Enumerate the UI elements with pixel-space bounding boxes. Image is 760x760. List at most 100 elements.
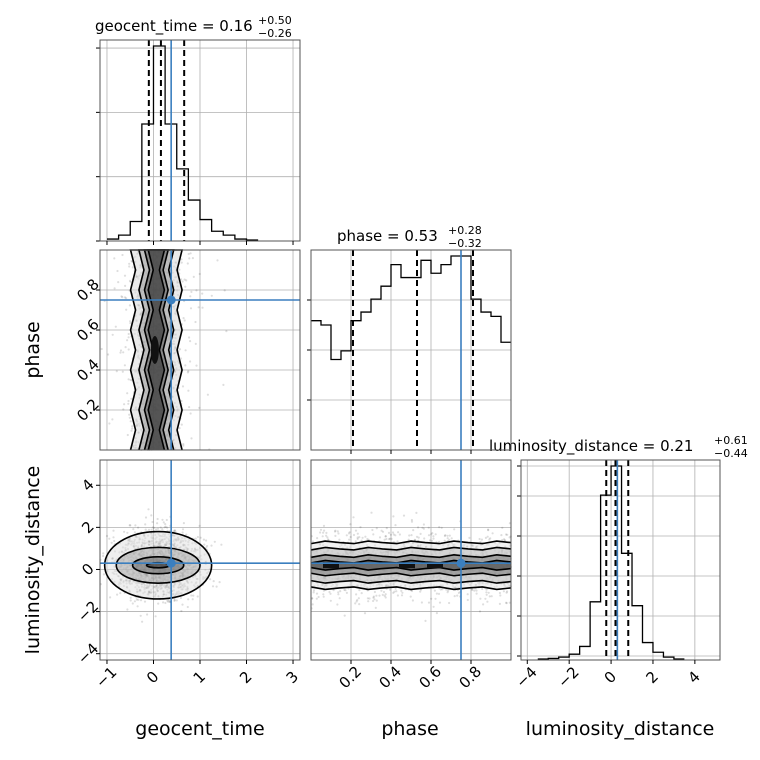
panel-geocent-time-vs-luminosity-distance-sample-point xyxy=(205,539,208,542)
panel-geocent-time-vs-luminosity-distance-sample-point xyxy=(109,596,112,599)
panel-phase-vs-luminosity-distance-sample-point xyxy=(355,593,358,596)
panel-phase-vs-luminosity-distance-sample-point xyxy=(344,589,347,592)
panel-phase-vs-luminosity-distance-sample-point xyxy=(415,535,419,538)
panel-phase-vs-luminosity-distance-sample-point xyxy=(443,534,446,538)
panel-geocent-time-vs-luminosity-distance-sample-point xyxy=(133,600,136,603)
panel-geocent-time-vs-luminosity-distance-contour xyxy=(131,556,185,575)
panel-geocent-time-vs-luminosity-distance-sample-point xyxy=(126,608,129,611)
panel-phase-vs-luminosity-distance-sample-point xyxy=(398,533,401,536)
panel-geocent-time-vs-phase-sample-point xyxy=(206,393,209,396)
panel-phase-vs-luminosity-distance-sample-point xyxy=(311,540,314,543)
panel-phase-vs-luminosity-distance-sample-point xyxy=(378,536,382,539)
panel-phase-vs-luminosity-distance-sample-point xyxy=(430,597,433,600)
panel-geocent-time-vs-phase-sample-point xyxy=(186,371,189,374)
panel-phase-vs-luminosity-distance-sample-point xyxy=(329,592,332,595)
panel-geocent-time-vs-luminosity-distance-injection-point xyxy=(166,558,176,568)
panel-phase-vs-luminosity-distance-sample-point xyxy=(383,594,386,598)
panel-geocent-time-vs-phase-sample-point xyxy=(114,325,117,328)
panel-geocent-time-vs-luminosity-distance-sample-point xyxy=(137,598,140,601)
panel-phase-vs-luminosity-distance-sample-point xyxy=(486,600,489,603)
panel-phase-vs-luminosity-distance-sample-point xyxy=(430,533,433,536)
panel-phase-vs-luminosity-distance-sample-point xyxy=(372,596,375,599)
panel-geocent-time-vs-luminosity-distance-sample-point xyxy=(167,600,170,603)
panel-phase-vs-luminosity-distance-sample-point xyxy=(312,591,315,594)
panel-geocent-time-vs-luminosity-distance-sample-point xyxy=(186,605,189,609)
panel-geocent-time-vs-luminosity-distance-sample-point xyxy=(162,601,165,604)
panel-phase-vs-luminosity-distance-sample-point xyxy=(438,526,441,529)
panel-geocent-time-vs-phase-sample-point xyxy=(201,306,204,309)
panel-geocent-time-vs-phase-sample-point xyxy=(116,269,119,273)
panel-phase-vs-luminosity-distance-sample-point xyxy=(402,514,406,517)
panel-geocent-time-vs-phase-sample-point xyxy=(182,443,185,446)
panel-phase-vs-luminosity-distance-sample-point xyxy=(504,539,507,542)
panel-phase-vs-luminosity-distance-sample-point xyxy=(506,590,509,593)
title-geocent-time-plus: +0.50 xyxy=(258,14,292,27)
panel-phase-vs-luminosity-distance-sample-point xyxy=(364,535,367,538)
panel-phase-vs-luminosity-distance-sample-point xyxy=(337,593,340,596)
panel-geocent-time-vs-phase-sample-point xyxy=(123,274,127,277)
panel-phase-vs-luminosity-distance-sample-point xyxy=(427,534,431,537)
title-phase: phase = 0.53 xyxy=(337,227,438,245)
panel-phase-vs-luminosity-distance-sample-point xyxy=(431,532,434,535)
panel-geocent-time-vs-phase-sample-point xyxy=(131,425,134,428)
panel-phase-vs-luminosity-distance-sample-point xyxy=(488,538,491,541)
panel-geocent-time-vs-luminosity-distance-sample-point xyxy=(211,585,215,588)
panel-geocent-time-vs-phase-sample-point xyxy=(183,319,186,322)
panel-geocent-time-vs-luminosity-distance-sample-point xyxy=(173,529,176,533)
panel-geocent-time-vs-luminosity-distance-sample-point xyxy=(157,602,160,605)
panel-geocent-time-vs-phase-sample-point xyxy=(120,295,123,298)
panel-geocent-time-vs-luminosity-distance-sample-point xyxy=(136,605,139,608)
panel-geocent-time-vs-luminosity-distance-sample-point xyxy=(141,620,144,623)
panel-phase-vs-luminosity-distance-sample-point xyxy=(329,599,332,602)
panel-phase-vs-luminosity-distance-sample-point xyxy=(419,590,422,593)
panel-phase-vs-luminosity-distance-sample-point xyxy=(400,589,403,593)
panel-phase-vs-luminosity-distance-sample-point xyxy=(311,603,314,606)
panel-phase-vs-luminosity-distance-sample-point xyxy=(401,591,404,594)
panel-geocent-time-vs-phase-sample-point xyxy=(180,258,183,261)
panel-phase-vs-luminosity-distance-sample-point xyxy=(423,537,426,540)
panel-geocent-time-vs-phase-sample-point xyxy=(180,278,183,281)
panel-phase-vs-luminosity-distance-sample-point xyxy=(448,534,451,537)
panel-phase-vs-luminosity-distance-sample-point xyxy=(501,526,504,529)
panel-geocent-time-vs-phase-sample-point xyxy=(123,296,127,299)
x-axis-phase-tick-label: 0.4 xyxy=(375,662,405,692)
panel-geocent-time-vs-phase-sample-point xyxy=(178,427,181,430)
panel-phase-vs-luminosity-distance-sample-point xyxy=(434,533,437,536)
panel-geocent-time-vs-luminosity-distance-sample-point xyxy=(155,528,158,531)
panel-geocent-time-vs-phase-sample-point xyxy=(181,280,184,283)
panel-phase-vs-luminosity-distance-sample-point xyxy=(505,591,508,594)
panel-geocent-time-vs-luminosity-distance-sample-point xyxy=(139,614,142,617)
panel-phase-vs-luminosity-distance-sample-point xyxy=(487,528,490,531)
panel-geocent-time-vs-phase-sample-point xyxy=(190,437,193,440)
panel-geocent-time-vs-phase-sample-point xyxy=(188,336,191,339)
panel-phase-vs-luminosity-distance-sample-point xyxy=(441,588,444,591)
x-axis-geocent-time-tick-label: 2 xyxy=(236,668,255,687)
panel-geocent-time-vs-luminosity-distance-sample-point xyxy=(105,534,109,538)
panel-geocent-time-vs-phase-sample-point xyxy=(128,413,131,416)
panel-phase-vs-luminosity-distance-sample-point xyxy=(396,540,399,543)
panel-geocent-time-vs-luminosity-distance-sample-point xyxy=(161,528,164,531)
panel-geocent-time-vs-phase-sample-point xyxy=(189,340,192,343)
panel-geocent-time-vs-luminosity-distance-sample-point xyxy=(132,528,135,531)
panel-geocent-time-vs-luminosity-distance-sample-point xyxy=(192,594,195,597)
panel-geocent-time-vs-phase-sample-point xyxy=(210,294,213,297)
panel-phase-vs-luminosity-distance-sample-point xyxy=(440,526,443,529)
panel-phase-vs-luminosity-distance-sample-point xyxy=(327,538,330,541)
panel-phase-vs-luminosity-distance-sample-point xyxy=(505,601,508,604)
panel-phase-vs-luminosity-distance-sample-point xyxy=(445,588,448,591)
panel-phase-vs-luminosity-distance-sample-point xyxy=(323,529,326,532)
panel-phase-vs-luminosity-distance-sample-point xyxy=(322,589,325,592)
panel-phase-vs-luminosity-distance-sample-point xyxy=(317,595,320,599)
x-axis-label-luminosity-distance: luminosity_distance xyxy=(526,718,715,740)
panel-geocent-time-vs-luminosity-distance-sample-point xyxy=(159,526,162,529)
panel-phase-vs-luminosity-distance-sample-point xyxy=(503,538,506,541)
panel-phase-vs-luminosity-distance-contour-lower xyxy=(310,586,512,591)
panel-geocent-time-vs-luminosity-distance-sample-point xyxy=(167,599,170,602)
panel-phase-vs-luminosity-distance-sample-point xyxy=(385,537,388,541)
panel-phase-vs-luminosity-distance-sample-point xyxy=(435,612,438,615)
panel-phase-vs-luminosity-distance-sample-point xyxy=(478,537,481,541)
panel-phase-vs-luminosity-distance-sample-point xyxy=(381,530,385,533)
panel-geocent-time-vs-phase-sample-point xyxy=(178,348,182,351)
panel-phase-vs-luminosity-distance-sample-point xyxy=(443,539,446,542)
